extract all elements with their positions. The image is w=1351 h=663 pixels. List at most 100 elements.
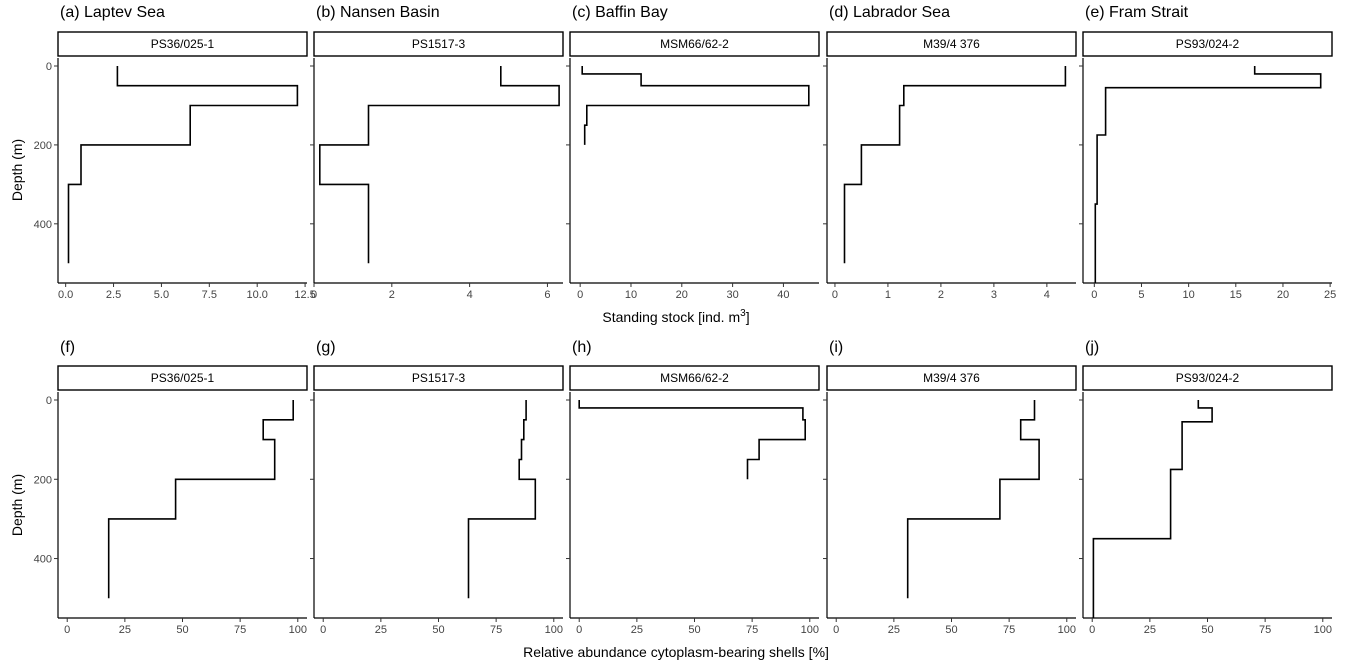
x-tick-label: 100 [289,624,307,636]
station-strip [569,365,820,391]
x-tick-label: 25 [1144,624,1156,636]
panel-title: (i) [829,339,843,356]
x-axis-label-top-prefix: Standing stock [ind. m [602,309,740,325]
x-tick-label: 10 [625,289,637,301]
x-tick-label: 50 [688,624,700,636]
x-tick-label: 25 [119,624,131,636]
x-tick-label: 0 [833,624,839,636]
y-axis-label-top: Depth (m) [9,139,25,201]
x-tick-label: 0.0 [58,289,73,301]
panels: (a) Laptev Sea PS36/025-1 0.0 2.5 5.0 7.5 10.0… [34,4,1337,636]
panel-7: (g) PS1517-3 0 25 50 75 100 [310,339,564,636]
panel-10: (j) PS93/024-2 0 25 50 75 100 [1079,339,1333,636]
x-tick-label: 15 [1230,289,1242,301]
y-tick-label: 0 [46,61,52,73]
x-tick-label: 20 [676,289,688,301]
x-tick-label: 1 [885,289,891,301]
panel-title: (a) Laptev Sea [60,4,165,21]
x-tick-label: 5.0 [154,289,169,301]
depth-profile-line [843,66,1067,264]
x-tick-label: 100 [801,624,819,636]
panel-title: (j) [1085,339,1099,356]
x-tick-label: 100 [545,624,563,636]
x-axis-label-top-sup: 3 [740,308,746,319]
depth-profile-line [107,400,295,599]
depth-profile-line [1092,400,1213,618]
x-tick-label: 0 [1091,289,1097,301]
panel-4: (d) Labrador Sea M39/4 376 0 1 2 3 4 [823,4,1077,301]
panel-1: (a) Laptev Sea PS36/025-1 0.0 2.5 5.0 7.5 10.0… [34,4,316,301]
depth-profile-line [67,66,299,264]
station-label: PS36/025-1 [151,37,215,51]
x-tick-label: 25 [375,624,387,636]
x-tick-label: 12.5 [294,289,315,301]
panel-3: (c) Baffin Bay MSM66/62-2 0 10 20 30 40 [566,4,820,301]
x-tick-label: 75 [234,624,246,636]
y-tick-label: 200 [34,140,52,152]
x-axis-label-top-suffix: ] [746,309,750,325]
x-tick-label: 50 [1201,624,1213,636]
panel-title: (c) Baffin Bay [572,4,668,21]
panel-title: (b) Nansen Basin [316,4,440,21]
x-tick-label: 0 [311,289,317,301]
panel-title: (h) [572,339,592,356]
x-tick-label: 50 [945,624,957,636]
x-tick-label: 25 [888,624,900,636]
station-label: PS93/024-2 [1176,371,1240,385]
station-label: M39/4 376 [923,371,980,385]
x-tick-label: 10.0 [246,289,267,301]
station-strip [57,365,308,391]
panel-title: (g) [316,339,336,356]
y-tick-label: 0 [46,395,52,407]
depth-profile-line [906,400,1040,599]
y-axis-label-bottom: Depth (m) [9,474,25,536]
station-strip [569,31,820,57]
station-strip [57,31,308,57]
station-label: M39/4 376 [923,37,980,51]
x-tick-label: 2 [938,289,944,301]
x-tick-label: 25 [631,624,643,636]
panel-title: (f) [60,339,75,356]
station-strip [313,31,564,57]
x-tick-label: 20 [1277,289,1289,301]
x-tick-label: 4 [1044,289,1050,301]
x-tick-label: 0 [320,624,326,636]
x-tick-label: 25 [1324,289,1336,301]
depth-profile-line [1094,66,1322,283]
y-tick-label: 400 [34,219,52,231]
x-tick-label: 0 [576,624,582,636]
station-strip [826,365,1077,391]
station-label: PS93/024-2 [1176,37,1240,51]
x-tick-label: 10 [1183,289,1195,301]
panel-9: (i) M39/4 376 0 25 50 75 100 [823,339,1077,636]
x-tick-label: 75 [1003,624,1015,636]
panel-6: (f) PS36/025-1 0 25 50 75 100 0 200 400 [34,339,308,636]
panel-8: (h) MSM66/62-2 0 25 50 75 100 [566,339,820,636]
depth-profile-line [467,400,537,599]
depth-profile-line [578,400,807,480]
x-tick-label: 0 [832,289,838,301]
station-label: MSM66/62-2 [660,371,729,385]
station-strip [313,365,564,391]
x-tick-label: 75 [1259,624,1271,636]
panel-title: (e) Fram Strait [1085,4,1189,21]
x-tick-label: 100 [1314,624,1332,636]
x-tick-label: 75 [746,624,758,636]
station-label: PS36/025-1 [151,371,215,385]
y-tick-label: 200 [34,474,52,486]
x-tick-label: 3 [991,289,997,301]
station-strip [826,31,1077,57]
station-strip [1082,365,1333,391]
x-tick-label: 4 [467,289,473,301]
panel-2: (b) Nansen Basin PS1517-3 0 2 4 6 [310,4,564,301]
station-label: PS1517-3 [412,37,466,51]
x-tick-label: 0 [64,624,70,636]
station-label: MSM66/62-2 [660,37,729,51]
x-tick-label: 40 [777,289,789,301]
x-tick-label: 2 [389,289,395,301]
panel-title: (d) Labrador Sea [829,4,950,21]
depth-profile-line [581,66,810,145]
station-label: PS1517-3 [412,371,466,385]
x-tick-label: 30 [726,289,738,301]
